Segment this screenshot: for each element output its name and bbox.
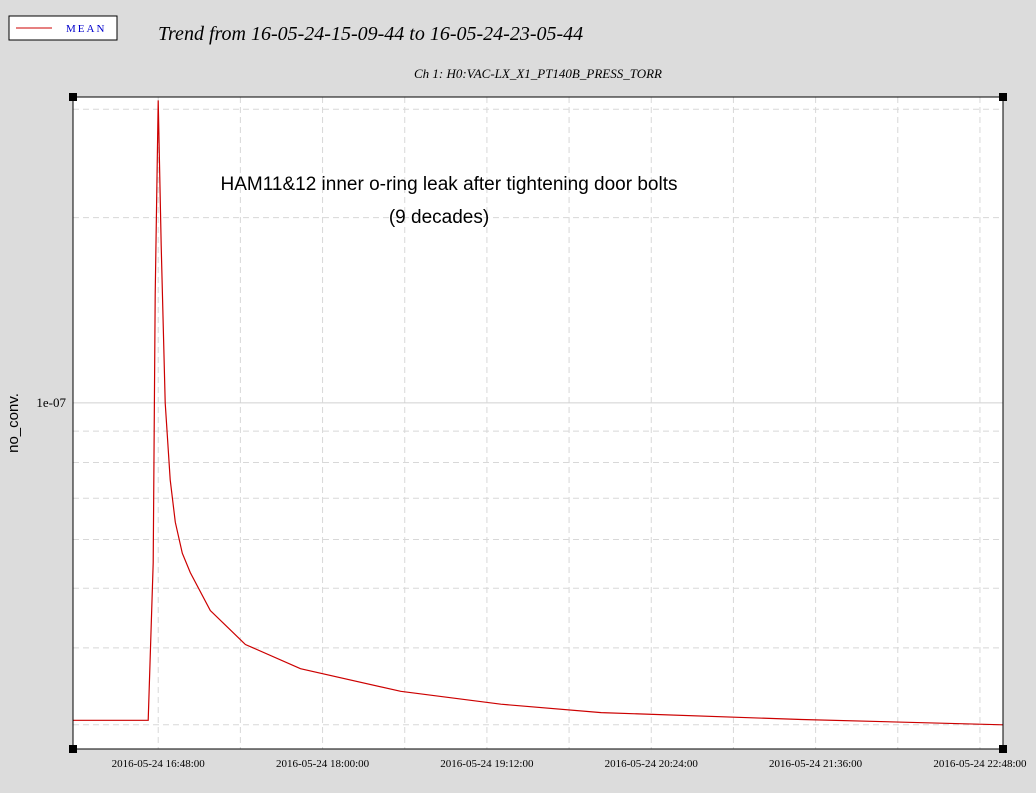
x-tick-label: 2016-05-24 18:00:00 — [276, 758, 370, 770]
series — [73, 100, 1003, 726]
corner-markers — [69, 93, 1007, 753]
x-tick-label: 2016-05-24 16:48:00 — [112, 758, 206, 770]
grid — [73, 97, 1003, 749]
legend-label: MEAN — [66, 23, 106, 35]
x-tick-label: 2016-05-24 21:36:00 — [769, 758, 863, 770]
x-tick-label: 2016-05-24 22:48:00 — [933, 758, 1027, 770]
corner — [69, 745, 77, 753]
x-tick-label: 2016-05-24 19:12:00 — [440, 758, 534, 770]
data-line — [73, 100, 1003, 726]
chart-subtitle: Ch 1: H0:VAC-LX_X1_PT140B_PRESS_TORR — [414, 66, 662, 81]
annotation: HAM11&12 inner o-ring leak after tighten… — [221, 174, 678, 195]
y-tick-label: 1e-07 — [36, 395, 66, 410]
corner — [999, 745, 1007, 753]
chart-title: Trend from 16-05-24-15-09-44 to 16-05-24… — [158, 23, 583, 45]
plot-area — [73, 97, 1003, 749]
x-tick-label: 2016-05-24 20:24:00 — [605, 758, 699, 770]
corner — [69, 93, 77, 101]
corner — [999, 93, 1007, 101]
y-axis-label: no_conv. — [5, 393, 22, 453]
annotation: (9 decades) — [389, 207, 489, 228]
plot-frame — [72, 96, 1004, 750]
